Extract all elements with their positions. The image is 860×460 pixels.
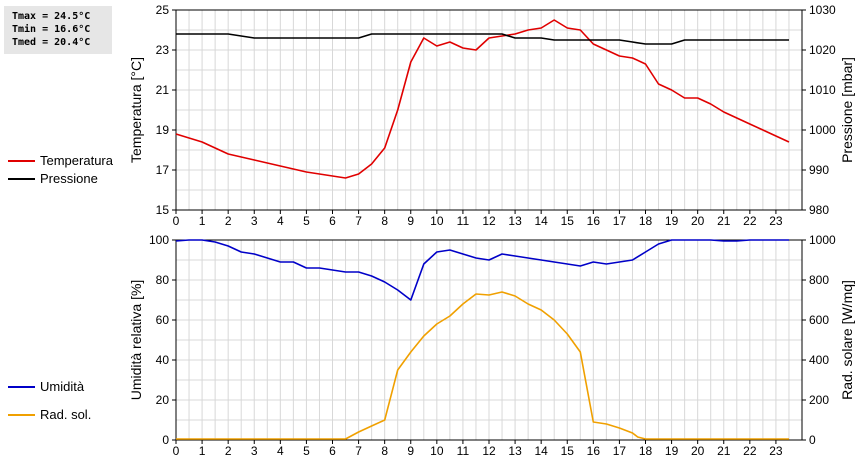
y-tick-label: 21 xyxy=(156,83,170,97)
x-tick-label: 8 xyxy=(381,214,388,228)
y2-tick-label: 1010 xyxy=(809,83,836,97)
stats-box: Tmax = 24.5°C Tmin = 16.6°C Tmed = 20.4°… xyxy=(4,6,112,54)
x-tick-label: 23 xyxy=(769,444,783,458)
y-tick-label: 40 xyxy=(156,353,170,367)
x-tick-label: 23 xyxy=(769,214,783,228)
y2-tick-label: 400 xyxy=(809,353,829,367)
x-tick-label: 13 xyxy=(508,444,522,458)
x-tick-label: 22 xyxy=(743,444,757,458)
series-line-temperatura xyxy=(175,19,790,179)
x-tick-label: 2 xyxy=(225,444,232,458)
y-tick-label: 19 xyxy=(156,123,170,137)
y-tick-label: 15 xyxy=(156,203,170,217)
y-tick-label: 20 xyxy=(156,393,170,407)
x-tick-label: 5 xyxy=(303,214,310,228)
legend-label-temperatura: Temperatura xyxy=(40,153,113,168)
x-tick-label: 14 xyxy=(534,214,548,228)
x-tick-label: 15 xyxy=(561,214,575,228)
x-tick-label: 10 xyxy=(430,214,444,228)
y2-tick-label: 1000 xyxy=(809,123,836,137)
x-tick-label: 11 xyxy=(457,444,470,458)
series-line-pressione xyxy=(176,33,789,45)
legend-swatch-umidita xyxy=(8,386,35,388)
x-tick-label: 16 xyxy=(587,214,601,228)
x-tick-label: 8 xyxy=(381,444,388,458)
x-tick-label: 13 xyxy=(508,214,522,228)
x-tick-label: 15 xyxy=(561,444,575,458)
y2-tick-label: 200 xyxy=(809,393,829,407)
legend-label-pressione: Pressione xyxy=(40,171,98,186)
x-tick-label: 0 xyxy=(173,214,180,228)
x-tick-label: 17 xyxy=(613,214,627,228)
y-tick-label: 80 xyxy=(156,273,170,287)
y-tick-label: 100 xyxy=(149,233,169,247)
series-line-rad-sol xyxy=(176,291,789,440)
x-tick-label: 18 xyxy=(639,444,653,458)
y-tick-label: 0 xyxy=(162,433,169,447)
y2-tick-label: 800 xyxy=(809,273,829,287)
x-tick-label: 11 xyxy=(457,214,470,228)
legend-swatch-pressione xyxy=(8,178,35,180)
x-tick-label: 20 xyxy=(691,444,705,458)
y-axis-title: Temperatura [°C] xyxy=(128,57,144,163)
x-tick-label: 10 xyxy=(430,444,444,458)
x-tick-label: 1 xyxy=(199,214,206,228)
stat-tmax: Tmax = 24.5°C xyxy=(12,11,91,22)
legend-swatch-radsol xyxy=(8,414,35,416)
y2-tick-label: 1020 xyxy=(809,43,836,57)
x-tick-label: 5 xyxy=(303,444,310,458)
y2-tick-label: 1000 xyxy=(809,233,836,247)
y-tick-label: 25 xyxy=(156,3,170,17)
y2-tick-label: 1030 xyxy=(809,3,836,17)
y2-tick-label: 0 xyxy=(809,433,816,447)
x-tick-label: 3 xyxy=(251,444,258,458)
x-tick-label: 1 xyxy=(199,444,206,458)
y2-axis-title: Rad. solare [W/mq] xyxy=(839,280,855,400)
x-tick-label: 7 xyxy=(355,444,362,458)
x-tick-label: 17 xyxy=(613,444,627,458)
x-tick-label: 6 xyxy=(329,444,336,458)
legend-label-radsol: Rad. sol. xyxy=(40,407,92,422)
y2-axis-title: Pressione [mbar] xyxy=(839,57,855,163)
stat-tmed: Tmed = 20.4°C xyxy=(12,37,91,48)
x-tick-label: 0 xyxy=(173,444,180,458)
x-tick-label: 19 xyxy=(665,444,679,458)
x-tick-label: 9 xyxy=(407,214,414,228)
x-tick-label: 4 xyxy=(277,214,284,228)
x-tick-label: 12 xyxy=(482,444,496,458)
y-tick-label: 17 xyxy=(156,163,170,177)
x-tick-label: 9 xyxy=(407,444,414,458)
x-tick-label: 21 xyxy=(717,444,731,458)
x-tick-label: 16 xyxy=(587,444,601,458)
stat-tmin: Tmin = 16.6°C xyxy=(12,24,91,35)
x-tick-label: 21 xyxy=(717,214,731,228)
x-tick-label: 20 xyxy=(691,214,705,228)
x-tick-label: 6 xyxy=(329,214,336,228)
y2-tick-label: 990 xyxy=(809,163,829,177)
y-tick-label: 60 xyxy=(156,313,170,327)
x-tick-label: 12 xyxy=(482,214,496,228)
chart-panel-1: 0 1 2 3 4 5 6 7 8 9 10 11 12 13 14 15 16 17 18 19 20 21 22 2315… xyxy=(128,3,855,228)
legend-label-umidita: Umidità xyxy=(40,379,85,394)
y2-tick-label: 980 xyxy=(809,203,829,217)
x-tick-label: 18 xyxy=(639,214,653,228)
y-axis-title: Umidità relativa [%] xyxy=(128,280,144,401)
y-tick-label: 23 xyxy=(156,43,170,57)
x-tick-label: 3 xyxy=(251,214,258,228)
x-tick-label: 7 xyxy=(355,214,362,228)
x-tick-label: 4 xyxy=(277,444,284,458)
x-tick-label: 2 xyxy=(225,214,232,228)
series-line-umidit xyxy=(175,239,789,301)
x-tick-label: 22 xyxy=(743,214,757,228)
x-tick-label: 14 xyxy=(534,444,548,458)
legend-swatch-temperatura xyxy=(8,160,35,162)
y2-tick-label: 600 xyxy=(809,313,829,327)
chart-panel-2: 0 1 2 3 4 5 6 7 8 9 10 11 12 13 14 15 16 17 18 19 20 21 22 2302… xyxy=(128,233,855,458)
x-tick-label: 19 xyxy=(665,214,679,228)
